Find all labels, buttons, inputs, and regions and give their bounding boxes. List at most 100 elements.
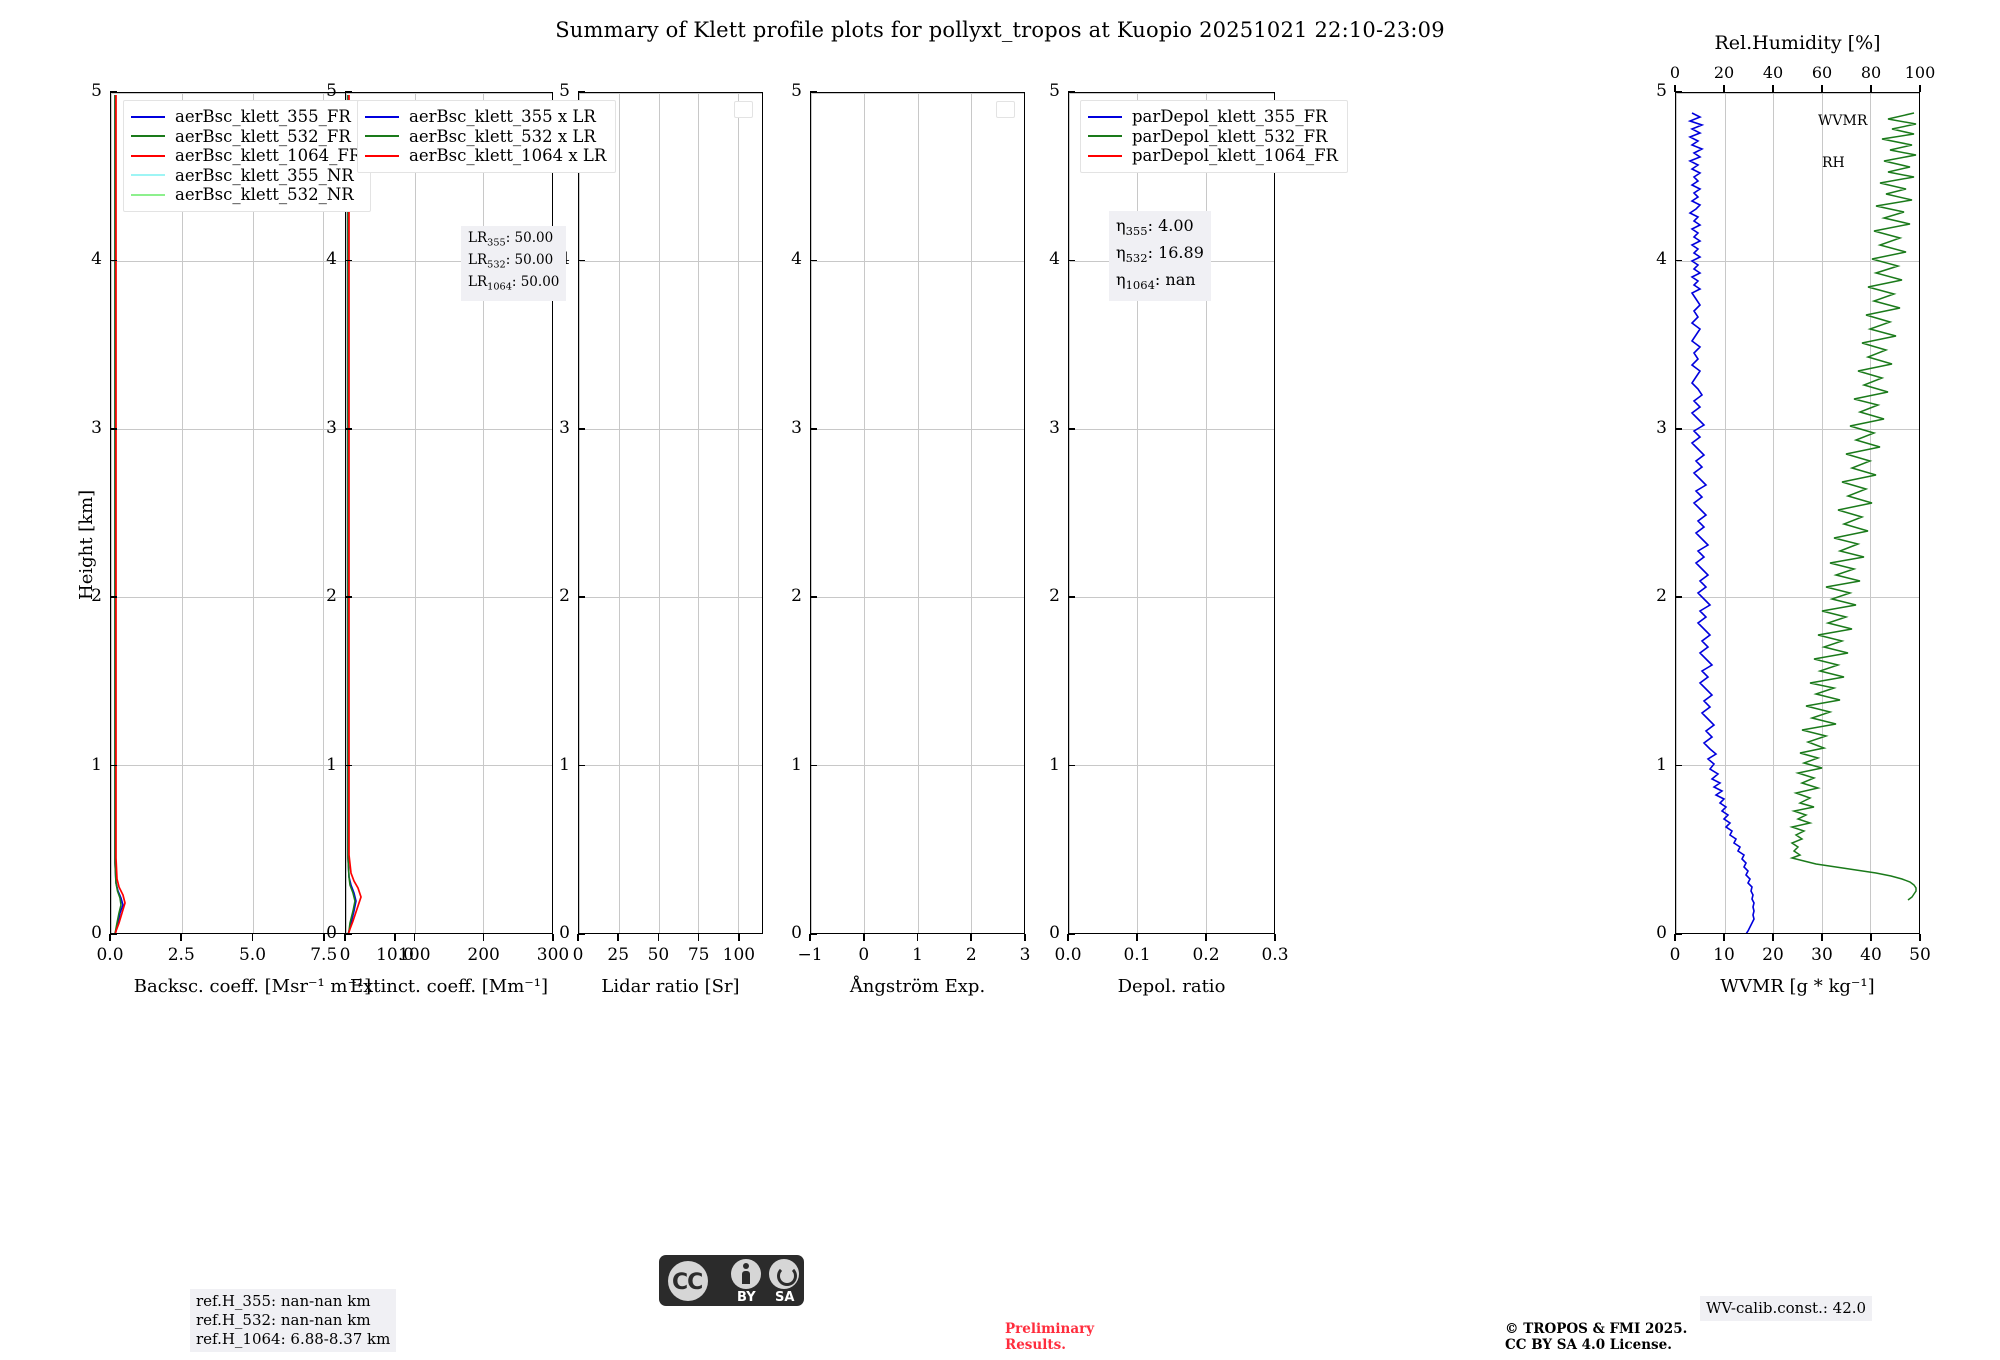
legend-lidar-ratio-empty[interactable] xyxy=(734,101,753,118)
legend-item: aerBsc_klett_355_FR xyxy=(131,107,361,127)
top-xtick-wvmr-rh-0 xyxy=(1674,85,1676,92)
yticklabel-depol-ratio-2: 2 xyxy=(1049,586,1060,607)
y-axis-title: Height [km] xyxy=(76,489,97,600)
yticklabel-lidar-ratio-0: 0 xyxy=(559,923,570,943)
wvmr-rh-curves xyxy=(1687,112,1917,933)
ytick-depol-ratio-2 xyxy=(1068,596,1075,598)
cc-circle-icon xyxy=(668,1261,708,1301)
yticklabel-extinction-3: 3 xyxy=(326,417,337,438)
ref-h-355: ref.H_355: nan-nan km xyxy=(196,1292,371,1310)
eta-532-value: 16.89 xyxy=(1158,243,1204,263)
xtick-depol-ratio-0 xyxy=(1067,934,1069,941)
lr-355-line: LR355: 50.00 xyxy=(468,230,554,249)
legend-item: aerBsc_klett_355 x LR xyxy=(365,107,606,127)
ytick-backscatter-4 xyxy=(110,259,117,262)
panel-depol-ratio: parDepol_klett_355_FR parDepol_klett_532… xyxy=(1068,92,1348,934)
cc-license-badge[interactable]: CC BY SA xyxy=(659,1255,804,1306)
ytick-angstrom-5 xyxy=(810,91,817,93)
ytick-wvmr-rh-4 xyxy=(1675,259,1682,262)
legend-label: aerBsc_klett_532 x LR xyxy=(409,126,596,146)
top-xticklabel-wvmr-rh-4: 80 xyxy=(1860,63,1882,82)
eta-355-line: η355: 4.00 xyxy=(1116,216,1194,239)
xticklabel-lidar-ratio-2: 50 xyxy=(647,945,670,965)
xtick-wvmr-rh-0 xyxy=(1674,934,1676,941)
yticklabel-extinction-5: 5 xyxy=(326,81,337,101)
xtick-backscatter-0 xyxy=(109,934,111,941)
rh-annotation: RH xyxy=(1822,155,1845,171)
xticklabel-lidar-ratio-0: 0 xyxy=(572,945,584,965)
xtick-lidar-ratio-2 xyxy=(657,934,660,941)
ref-h-1064: ref.H_1064: 6.88-8.37 km xyxy=(196,1330,391,1348)
xticklabel-wvmr-rh-1: 10 xyxy=(1713,945,1735,965)
x-axis-title-angstrom: Ångström Exp. xyxy=(849,976,986,997)
eta-1064-name: η xyxy=(1116,270,1126,290)
xticklabel-angstrom-4: 3 xyxy=(1019,945,1031,965)
xtick-extinction-1 xyxy=(413,934,416,941)
backscatter-curves xyxy=(114,95,126,933)
legend-swatch-532lr-icon xyxy=(365,135,399,138)
xtick-wvmr-rh-1 xyxy=(1723,934,1725,941)
xticklabel-angstrom-1: 0 xyxy=(858,945,870,965)
xticklabel-extinction-0: 0 xyxy=(339,945,351,965)
ytick-extinction-1 xyxy=(345,764,352,767)
xticklabel-backscatter-3: 7.5 xyxy=(310,945,338,965)
legend-swatch-355nr-icon xyxy=(131,174,165,177)
preliminary-line-1: Preliminary xyxy=(1005,1321,1095,1337)
yticklabel-extinction-0: 0 xyxy=(326,923,337,943)
ytick-depol-ratio-3 xyxy=(1068,428,1075,430)
legend-swatch-355lr-icon xyxy=(365,115,399,118)
wv-calib-box: WV-calib.const.: 42.0 xyxy=(1700,1296,1873,1321)
ytick-depol-ratio-5 xyxy=(1068,91,1075,93)
plot-area-backscatter xyxy=(111,93,394,933)
ytick-depol-ratio-0 xyxy=(1068,933,1075,935)
legend-depol-ratio[interactable]: parDepol_klett_355_FR parDepol_klett_532… xyxy=(1080,100,1348,173)
yticklabel-depol-ratio-3: 3 xyxy=(1049,417,1060,438)
ytick-lidar-ratio-0 xyxy=(578,933,585,935)
legend-label: aerBsc_klett_355_NR xyxy=(175,165,354,185)
eta-532-sub: 532 xyxy=(1125,251,1148,266)
xtick-extinction-3 xyxy=(552,934,554,941)
copyright-line-2: CC BY SA 4.0 License. xyxy=(1505,1337,1672,1353)
yticklabel-backscatter-0: 0 xyxy=(91,923,102,943)
ytick-lidar-ratio-3 xyxy=(578,428,585,430)
panel-extinction: aerBsc_klett_355 x LR aerBsc_klett_532 x… xyxy=(345,92,617,934)
legend-item: aerBsc_klett_532 x LR xyxy=(365,127,606,147)
eta-532-line: η532: 16.89 xyxy=(1116,243,1204,266)
ref-height-box: ref.H_355: nan-nan km ref.H_532: nan-nan… xyxy=(190,1289,397,1352)
xticklabel-angstrom-0: −1 xyxy=(797,945,823,965)
xtick-extinction-0 xyxy=(344,934,346,941)
x-axis-title-depol-ratio: Depol. ratio xyxy=(1117,976,1226,997)
legend-swatch-532fr-icon xyxy=(131,135,165,138)
xticklabel-depol-ratio-2: 0.2 xyxy=(1192,945,1220,965)
xticklabel-backscatter-4: 10.0 xyxy=(376,945,414,965)
xticklabel-depol-ratio-1: 0.1 xyxy=(1123,945,1151,965)
ytick-lidar-ratio-5 xyxy=(578,91,585,93)
lr-355-value: 50.00 xyxy=(514,230,554,246)
wv-calib-const: WV-calib.const.: 42.0 xyxy=(1706,1299,1867,1317)
ytick-angstrom-4 xyxy=(810,259,817,262)
xticklabel-lidar-ratio-3: 75 xyxy=(687,945,710,965)
legend-extinction[interactable]: aerBsc_klett_355 x LR aerBsc_klett_532 x… xyxy=(357,100,617,173)
top-xticklabel-wvmr-rh-0: 0 xyxy=(1669,63,1681,82)
xticklabel-backscatter-2: 5.0 xyxy=(238,945,267,965)
eta-1064-value: nan xyxy=(1165,270,1196,290)
x-axis-title-backscatter: Backsc. coeff. [Msr⁻¹ m⁻¹] xyxy=(133,976,372,997)
top-axis-title-wvmr-rh: Rel.Humidity [%] xyxy=(1714,32,1881,54)
ytick-extinction-5 xyxy=(345,91,352,93)
xtick-backscatter-1 xyxy=(180,934,183,941)
x-axis-title-lidar-ratio: Lidar ratio [Sr] xyxy=(601,976,740,997)
xticklabel-extinction-1: 100 xyxy=(398,945,431,965)
legend-backscatter[interactable]: aerBsc_klett_355_FR aerBsc_klett_532_FR … xyxy=(123,100,372,212)
xtick-lidar-ratio-1 xyxy=(617,934,619,941)
yticklabel-lidar-ratio-1: 1 xyxy=(559,754,570,775)
legend-angstrom-empty[interactable] xyxy=(996,101,1015,118)
yticklabel-lidar-ratio-2: 2 xyxy=(559,586,570,607)
yticklabel-angstrom-5: 5 xyxy=(791,81,802,101)
yticklabel-wvmr-rh-2: 2 xyxy=(1656,586,1667,607)
x-axis-title-wvmr-rh: WVMR [g * kg⁻¹] xyxy=(1720,976,1875,997)
legend-label: parDepol_klett_355_FR xyxy=(1132,107,1328,126)
xticklabel-depol-ratio-3: 0.3 xyxy=(1261,945,1289,965)
yticklabel-lidar-ratio-3: 3 xyxy=(559,417,570,438)
top-xtick-wvmr-rh-4 xyxy=(1870,85,1872,92)
ytick-depol-ratio-1 xyxy=(1068,764,1075,767)
